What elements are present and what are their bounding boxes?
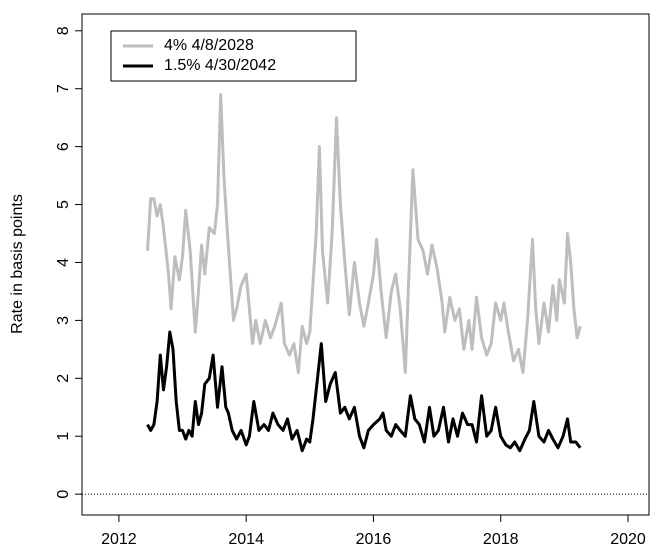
- x-tick-label: 2018: [483, 531, 519, 548]
- y-tick-label: 5: [55, 200, 72, 209]
- y-tick-label: 3: [55, 316, 72, 325]
- x-tick-label: 2012: [101, 531, 137, 548]
- series-line: [146, 93, 582, 374]
- x-tick-label: 2016: [356, 531, 392, 548]
- y-tick-label: 0: [55, 490, 72, 499]
- y-tick-label: 4: [55, 258, 72, 267]
- y-tick-label: 2: [55, 374, 72, 383]
- x-tick-label: 2014: [228, 531, 264, 548]
- legend-box: [110, 30, 357, 82]
- legend-label: 4% 4/8/2028: [164, 37, 254, 54]
- y-tick-label: 6: [55, 142, 72, 151]
- series-line: [146, 330, 582, 453]
- x-tick-label: 2020: [610, 531, 646, 548]
- y-tick-label: 8: [55, 26, 72, 35]
- legend-label: 1.5% 4/30/2042: [164, 57, 276, 74]
- y-tick-label: 7: [55, 84, 72, 93]
- plot-frame: [81, 13, 650, 516]
- y-axis-label: Rate in basis points: [9, 194, 26, 334]
- y-tick-label: 1: [55, 432, 72, 441]
